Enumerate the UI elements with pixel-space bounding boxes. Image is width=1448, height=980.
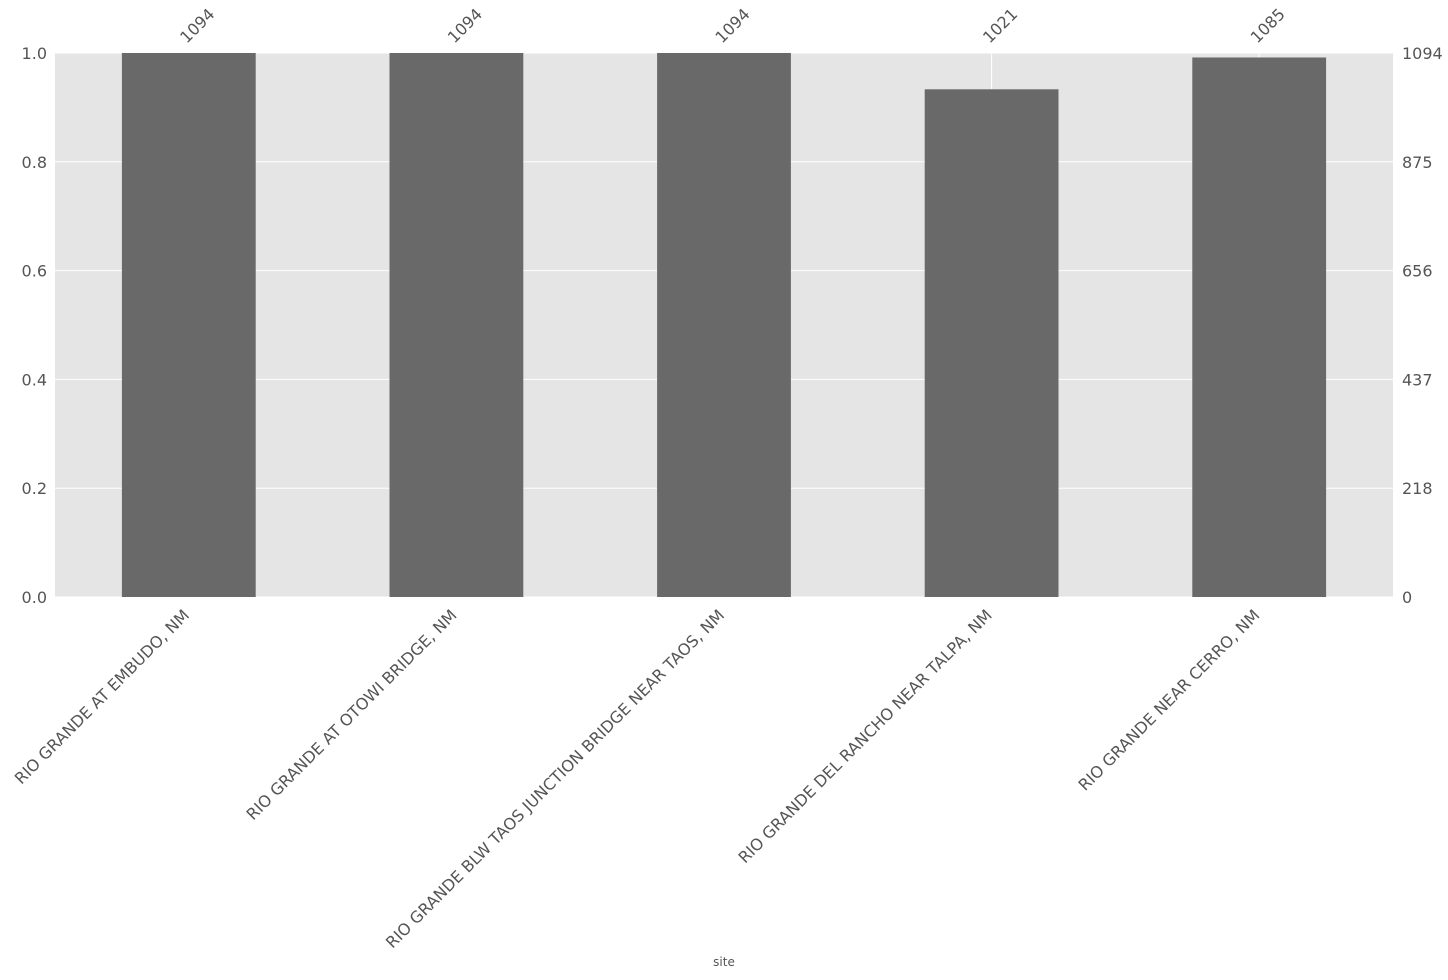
left-tick-label: 0.0 xyxy=(22,588,47,607)
left-tick-label: 0.8 xyxy=(22,153,47,172)
x-axis: RIO GRANDE AT EMBUDO, NM RIO GRANDE AT OT… xyxy=(11,606,1264,952)
right-tick-label: 437 xyxy=(1402,370,1433,389)
category-label: RIO GRANDE NEAR CERRO, NM xyxy=(1075,606,1264,795)
category-label: RIO GRANDE BLW TAOS JUNCTION BRIDGE NEAR… xyxy=(382,606,728,952)
count-label: 1094 xyxy=(444,5,486,47)
category-label: RIO GRANDE AT OTOWI BRIDGE, NM xyxy=(242,606,460,824)
bars xyxy=(121,53,1327,598)
bar xyxy=(121,53,256,597)
bar xyxy=(657,53,791,597)
x-axis-label: site xyxy=(713,955,735,969)
bar xyxy=(1192,57,1327,597)
left-tick-label: 0.4 xyxy=(22,370,47,389)
left-tick-label: 1.0 xyxy=(22,44,47,63)
count-label: 1094 xyxy=(176,5,218,47)
right-tick-label: 875 xyxy=(1402,153,1433,172)
left-tick-label: 0.2 xyxy=(22,479,47,498)
right-tick-label: 0 xyxy=(1402,588,1412,607)
bar xyxy=(389,53,524,597)
right-tick-label: 1094 xyxy=(1402,44,1443,63)
category-label: RIO GRANDE AT EMBUDO, NM xyxy=(11,606,193,788)
right-axis: 0 218 437 656 875 1094 xyxy=(1402,44,1443,607)
category-label: RIO GRANDE DEL RANCHO NEAR TALPA, NM xyxy=(734,606,995,867)
left-axis: 0.0 0.2 0.4 0.6 0.8 1.0 xyxy=(22,44,47,607)
bar xyxy=(924,89,1059,598)
count-label: 1094 xyxy=(711,5,753,47)
count-label: 1085 xyxy=(1247,5,1289,47)
right-tick-label: 656 xyxy=(1402,262,1433,281)
count-labels: 1094 1094 1094 1021 1085 xyxy=(176,5,1289,47)
left-tick-label: 0.6 xyxy=(22,262,47,281)
right-tick-label: 218 xyxy=(1402,479,1433,498)
count-label: 1021 xyxy=(979,5,1021,47)
